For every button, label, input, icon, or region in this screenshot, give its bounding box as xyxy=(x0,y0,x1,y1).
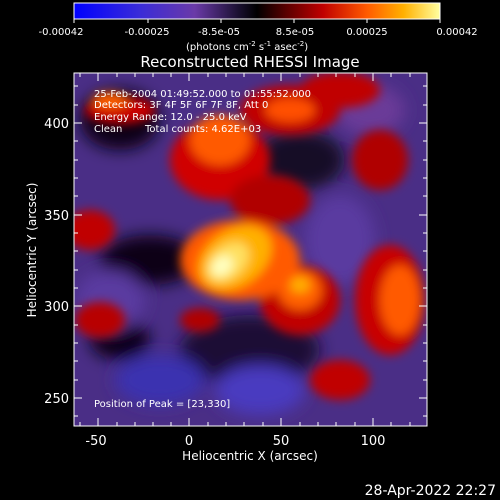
y-tick-label: 400 xyxy=(44,117,69,132)
rhessi-image xyxy=(74,73,427,426)
colorbar-tick-label: -0.00042 xyxy=(39,27,84,38)
colorbar-tick-label: 0.00042 xyxy=(436,27,477,38)
overlay-energy-range: Energy Range: 12.0 - 25.0 keV xyxy=(94,112,247,123)
x-tick-label: 0 xyxy=(185,434,193,449)
overlay-total-counts: Total counts: 4.62E+03 xyxy=(144,124,261,135)
y-tick-label: 300 xyxy=(44,300,69,315)
overlay-detectors: Detectors: 3F 4F 5F 6F 7F 8F, Att 0 xyxy=(94,100,268,111)
axis-ticks xyxy=(74,73,427,426)
footer-timestamp: 28-Apr-2022 22:27 xyxy=(365,483,496,499)
colorbar-gradient xyxy=(73,2,441,20)
colorbar-tick-label: -8.5e-05 xyxy=(198,27,240,38)
y-axis-label: Heliocentric Y (arcsec) xyxy=(25,183,39,318)
colorbar-tick-label: -0.00025 xyxy=(125,27,170,38)
overlay-clean-label: Clean xyxy=(94,124,122,135)
colorbar-tick-label: 0.00025 xyxy=(346,27,387,38)
colorbar-unit-label: (photons cm-2 s-1 asec-2) xyxy=(186,40,308,53)
x-tick-label: -50 xyxy=(85,434,106,449)
colorbar-ticks xyxy=(73,19,441,23)
x-tick-label: 50 xyxy=(273,434,290,449)
colorbar: -0.00042 -0.00025 -8.5e-05 8.5e-05 0.000… xyxy=(39,2,478,53)
x-tick-label: 100 xyxy=(361,434,386,449)
x-axis-label: Heliocentric X (arcsec) xyxy=(182,449,318,463)
overlay-peak-position: Position of Peak = [23,330] xyxy=(94,399,230,410)
colorbar-tick-label: 8.5e-05 xyxy=(276,27,314,38)
y-tick-label: 350 xyxy=(44,209,69,224)
image-title: Reconstructed RHESSI Image xyxy=(140,53,359,71)
y-tick-label: 250 xyxy=(44,392,69,407)
overlay-time-range: 25-Feb-2004 01:49:52.000 to 01:55:52.000 xyxy=(94,89,311,100)
plot-frame xyxy=(73,72,428,427)
